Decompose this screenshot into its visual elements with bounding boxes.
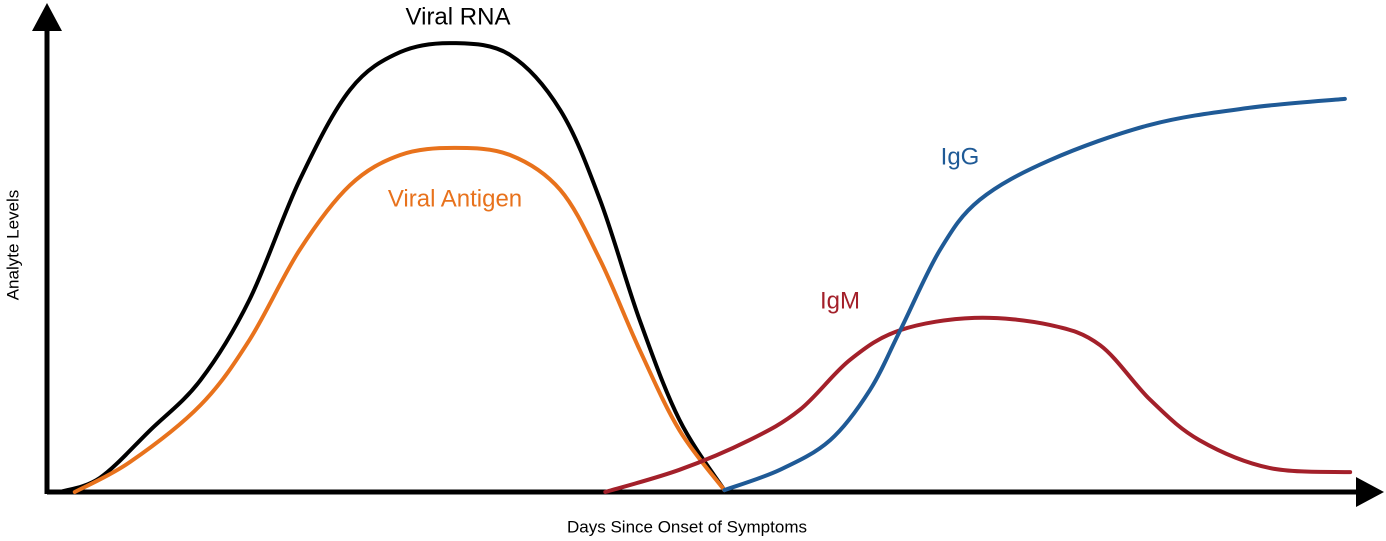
series-line — [722, 96, 1347, 493]
series-label: Viral RNA — [406, 3, 511, 30]
series-line — [58, 41, 727, 494]
series-label: IgM — [820, 287, 860, 314]
y-axis-label: Analyte Levels — [3, 190, 22, 301]
x-axis-arrow — [1356, 477, 1384, 507]
series-label: IgG — [941, 143, 980, 170]
series-line — [603, 315, 1353, 494]
series-line — [72, 145, 727, 494]
series-label: Viral Antigen — [388, 185, 522, 212]
x-axis-label: Days Since Onset of Symptoms — [567, 517, 807, 536]
y-axis-arrow — [32, 3, 62, 31]
